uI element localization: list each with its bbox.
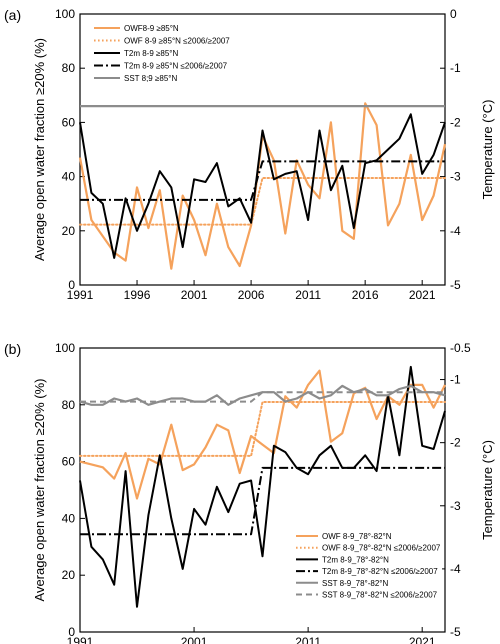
legend-label: SST 8;9 ≥85°N	[124, 74, 177, 83]
plot-frame	[79, 347, 446, 633]
legend-label: T2m 8-9_78°-82°N ≤2006/≥2007	[322, 567, 438, 576]
series-mean-line	[80, 466, 445, 536]
series-line	[79, 365, 446, 608]
y2-tick-label: -5	[450, 625, 461, 639]
y-tick-label: 40	[62, 511, 76, 525]
panel-label: (b)	[4, 341, 21, 357]
y2-tick-label: -4	[450, 224, 461, 238]
legend-label: OWF 8-9_78°-82°N ≤2006/≥2007	[322, 544, 441, 553]
x-tick-label: 2011	[295, 288, 321, 302]
series-mean-line	[79, 401, 446, 457]
y-tick-label: 0	[68, 625, 75, 639]
legend-label: OWF 8-9 ≥85°N ≤2006/≥2007	[124, 37, 230, 46]
x-tick-label: 1991	[67, 635, 94, 644]
y2-tick-label: -3	[450, 170, 461, 184]
x-tick-label: 1996	[124, 288, 151, 302]
legend: OWF8-9 ≥85°N OWF 8-9 ≥85°N ≤2006/≥2007 T2m…	[90, 20, 240, 102]
x-tick-label: 1991	[67, 288, 94, 302]
y-tick-label: 100	[55, 7, 75, 21]
y2-tick-label: -2	[450, 436, 461, 450]
y2-tick-label: -2	[450, 115, 461, 129]
y-tick-label: 20	[62, 568, 76, 582]
y-tick-label: 60	[62, 115, 76, 129]
legend: OWF 8-9_78°-82°N OWF 8-9_78°-82°N ≤2006/≥…	[292, 528, 442, 614]
legend-box	[90, 20, 240, 102]
series-line	[79, 113, 446, 259]
legend-label: SST 8-9_78°-82°N ≤2006/≥2007	[322, 591, 438, 600]
chart-panel: 1991 2001 2011 2021 0 20 40 60 80 100 -0.5 -1 -2 -3 -4…	[4, 341, 495, 644]
y2-axis-label: Temperature (°C)	[480, 100, 495, 200]
x-tick-label: 2021	[409, 288, 436, 302]
y2-tick-label: -1	[450, 373, 461, 387]
legend-label: T2m 8-9_78°-82°N	[322, 555, 389, 564]
series-line	[79, 369, 446, 500]
y2-tick-label: 0	[450, 7, 457, 21]
legend-label: T2m 8-9 ≥85°N ≤2006/≥2007	[124, 62, 228, 71]
y-tick-label: 100	[55, 341, 75, 355]
y2-axis-label: Temperature (°C)	[480, 440, 495, 540]
series-mean-line	[80, 160, 445, 201]
series-mean-line	[80, 391, 445, 403]
legend-label: OWF8-9 ≥85°N	[124, 24, 179, 33]
x-tick-label: 2021	[409, 635, 436, 644]
y-axis-label: Average open water fraction ≥20% (%)	[32, 38, 47, 261]
plot-frame	[79, 13, 446, 286]
y-tick-label: 60	[62, 455, 76, 469]
legend-label: T2m 8-9 ≥85°N	[124, 49, 178, 58]
y2-tick-label: -0.5	[450, 341, 471, 355]
y2-tick-label: -1	[450, 61, 461, 75]
y-tick-label: 20	[62, 224, 76, 238]
y-tick-label: 80	[62, 61, 76, 75]
series-line	[78, 102, 447, 270]
y2-tick-label: -5	[450, 278, 461, 292]
x-tick-label: 2016	[352, 288, 379, 302]
y-tick-label: 40	[62, 170, 76, 184]
x-tick-label: 2001	[181, 635, 208, 644]
chart-panel: 1991 1996 2001 2006 2011 2016 2021 0 20 40 60 80 100…	[4, 7, 495, 302]
x-tick-label: 2011	[295, 635, 321, 644]
y2-tick-label: -4	[450, 562, 461, 576]
y-tick-label: 0	[68, 278, 75, 292]
y2-tick-label: -3	[450, 499, 461, 513]
y-axis-label: Average open water fraction ≥20% (%)	[32, 379, 47, 602]
x-tick-label: 2001	[181, 288, 208, 302]
panel-label: (a)	[4, 7, 21, 23]
y-tick-label: 80	[62, 398, 76, 412]
legend-label: OWF 8-9_78°-82°N	[322, 532, 392, 541]
x-tick-label: 2006	[238, 288, 265, 302]
series-mean-line	[79, 177, 446, 226]
legend-label: SST 8-9_78°-82°N	[322, 579, 389, 588]
